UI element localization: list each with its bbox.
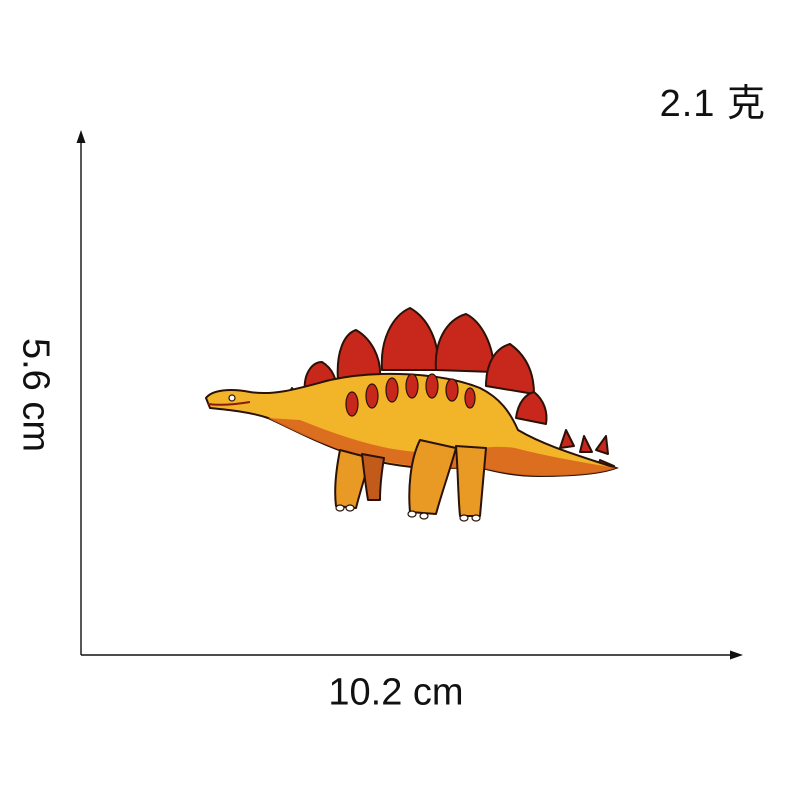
- tail-spike: [579, 435, 593, 453]
- height-label: 5.6 cm: [14, 337, 57, 453]
- back-stripe: [425, 373, 439, 399]
- up-arrow-icon: [76, 130, 86, 143]
- dinosaur-eye: [228, 394, 236, 402]
- hind-leg: [408, 439, 457, 515]
- claw: [459, 514, 469, 522]
- right-arrow-icon: [730, 650, 743, 660]
- front-leg-rear: [361, 453, 385, 501]
- claw: [345, 504, 355, 512]
- back-stripe: [464, 387, 476, 409]
- stegosaurus-patch-image: [204, 307, 619, 522]
- back-plate: [515, 391, 548, 425]
- hind-leg-rear: [455, 445, 487, 517]
- mouth-line: [207, 401, 251, 406]
- dinosaur-belly: [268, 418, 616, 476]
- claw: [335, 504, 345, 512]
- back-stripe: [405, 373, 419, 399]
- width-label: 10.2 cm: [328, 671, 464, 714]
- claw: [407, 510, 417, 518]
- back-stripe: [445, 378, 459, 402]
- weight-label: 2.1 克: [659, 83, 766, 125]
- back-plate: [434, 313, 495, 373]
- claw: [419, 512, 429, 520]
- back-stripe: [365, 383, 379, 409]
- tail-spike: [559, 429, 575, 449]
- tail-spike: [595, 435, 609, 455]
- claw: [471, 514, 481, 522]
- back-plate: [485, 343, 535, 395]
- back-stripe: [385, 377, 399, 403]
- back-stripe: [345, 391, 359, 417]
- back-plate: [336, 329, 382, 381]
- back-plate: [380, 307, 440, 371]
